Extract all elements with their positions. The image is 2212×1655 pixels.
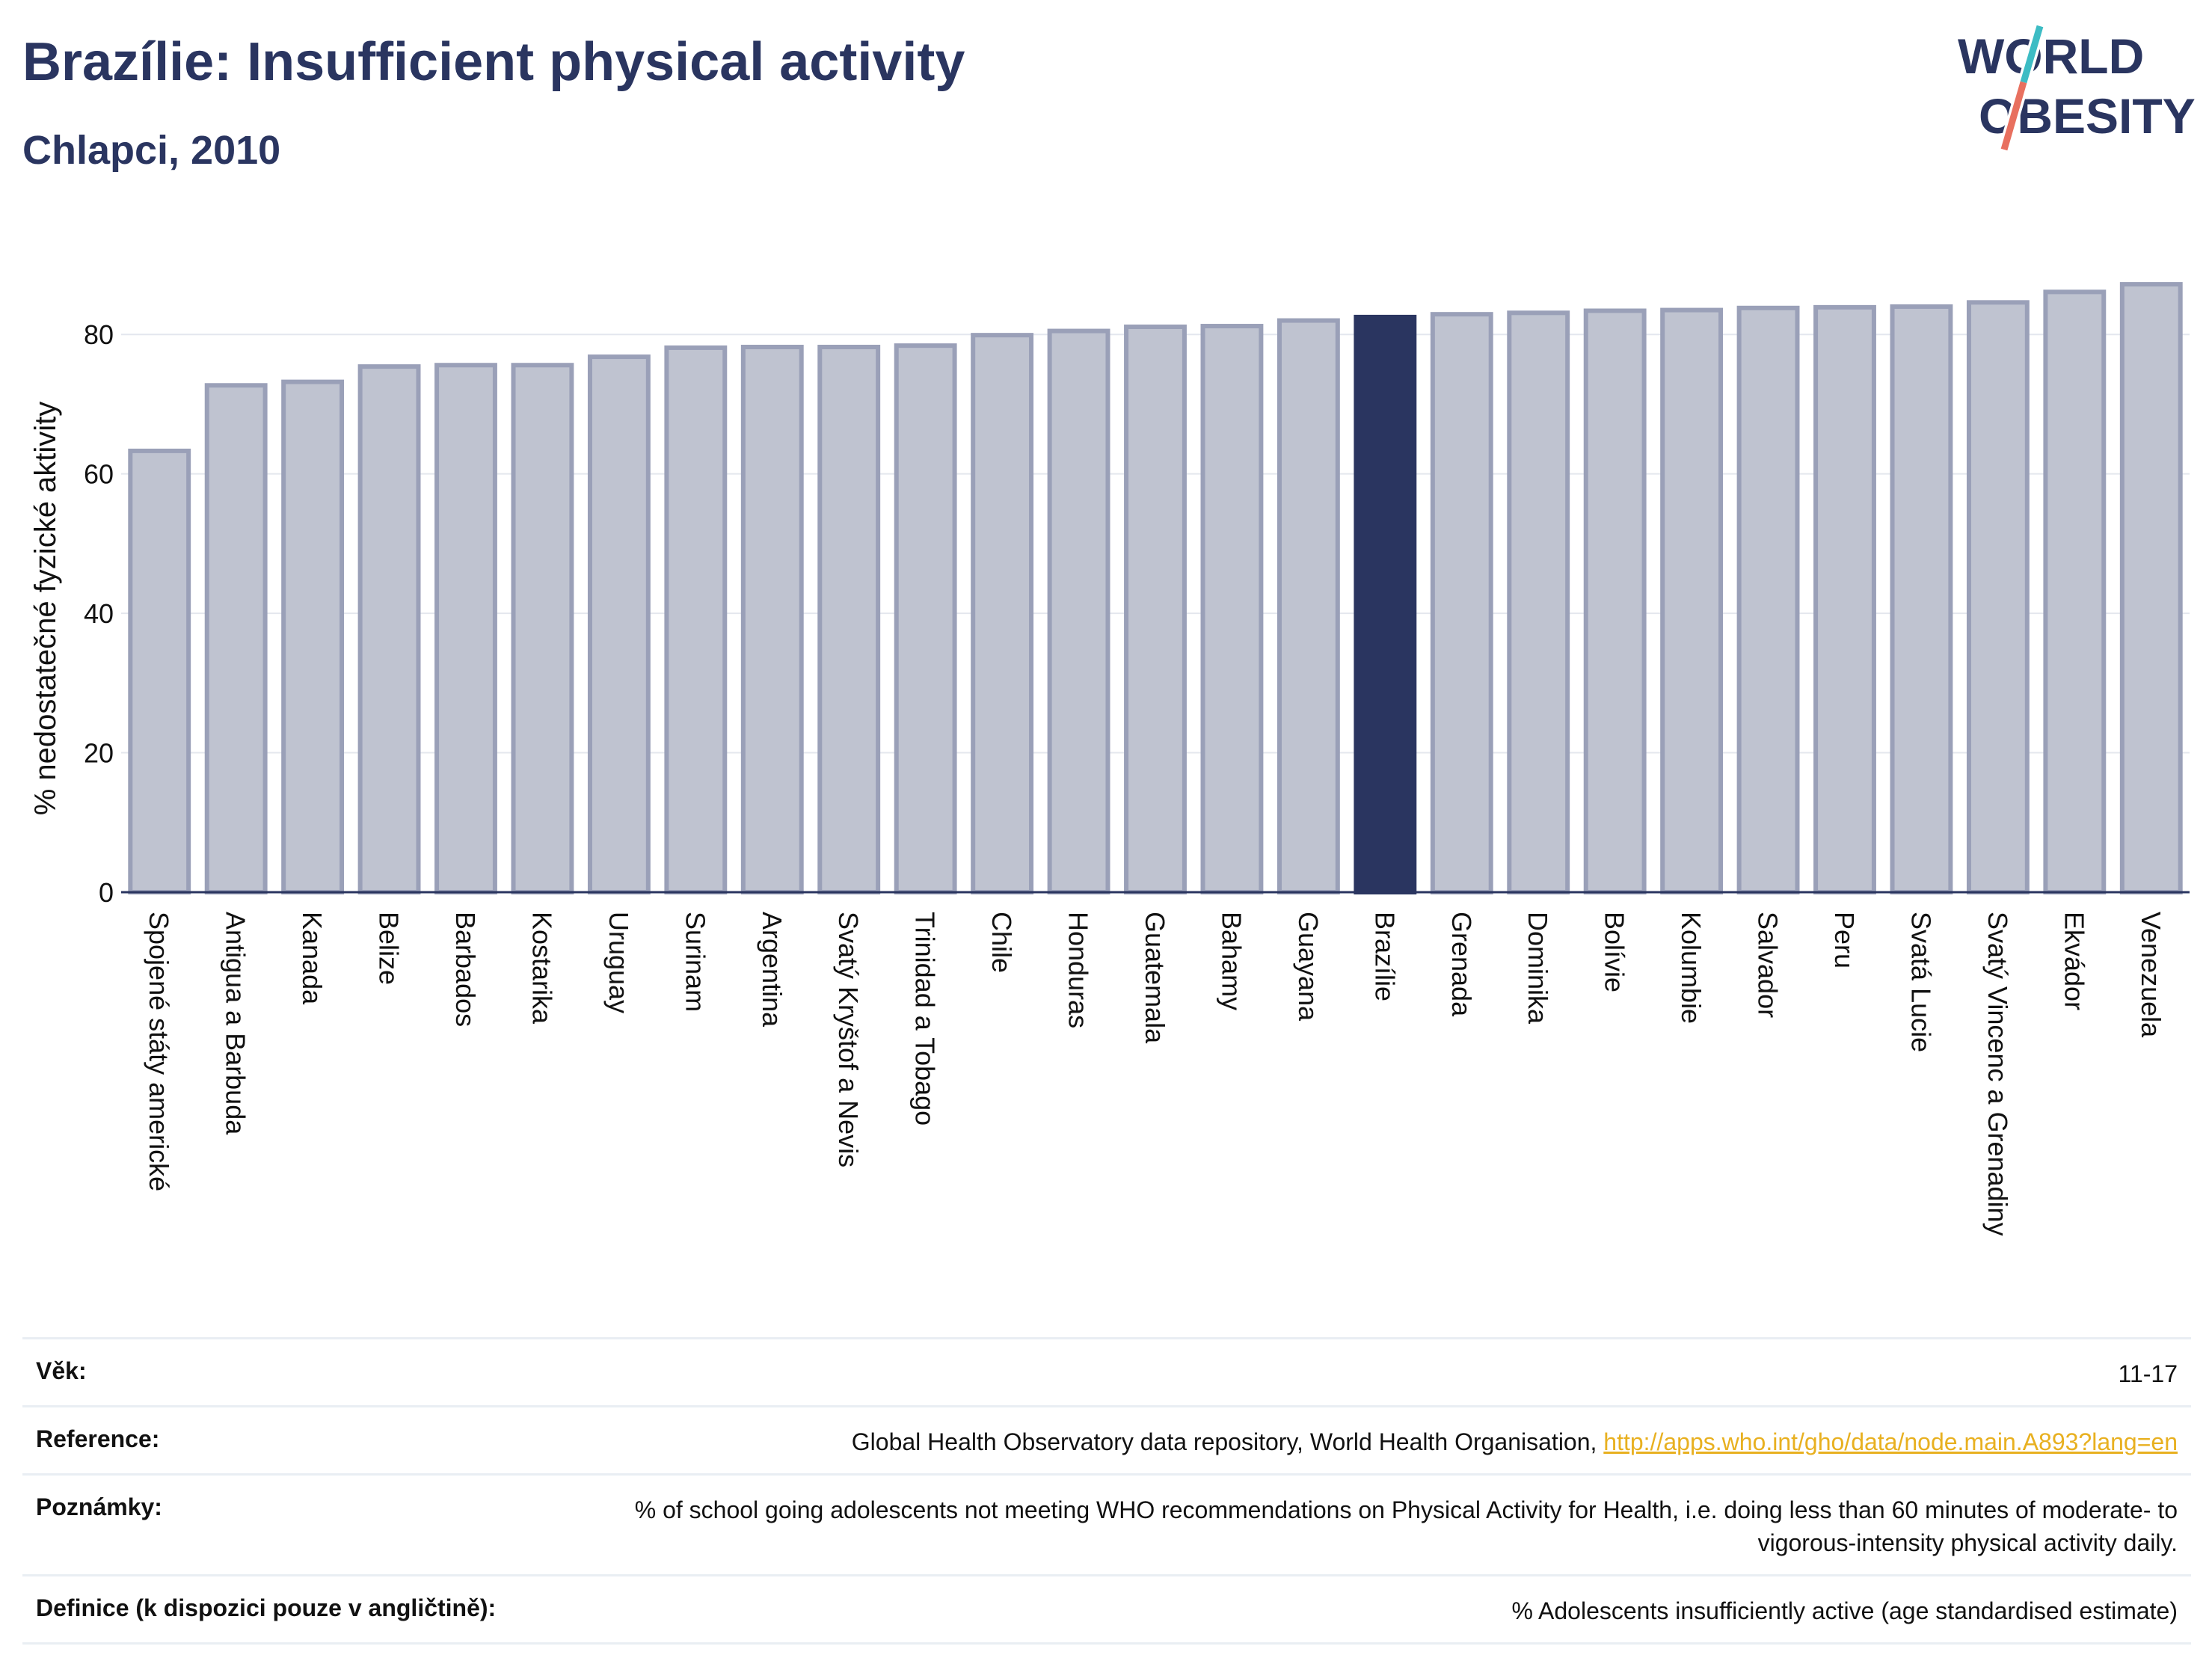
bar (894, 343, 957, 895)
bar (1890, 304, 1953, 894)
x-tick-label: Guatemala (1140, 912, 1170, 1044)
x-tick-label: Kostarika (526, 912, 557, 1025)
bar (664, 345, 728, 894)
age-value: 11-17 (2118, 1360, 2178, 1387)
bar (128, 448, 191, 894)
x-tick-label: Uruguay (603, 912, 634, 1013)
bar (2043, 289, 2107, 894)
x-tick-label: Antigua a Barbuda (221, 912, 251, 1135)
y-axis-title: % nedostatečné fyzické aktivity (29, 402, 62, 816)
y-axis-ticks: 0 20 40 60 80 (84, 319, 114, 908)
reference-label: Reference: (36, 1425, 160, 1452)
bar (1047, 328, 1110, 895)
bar (357, 364, 421, 895)
bar (204, 383, 268, 895)
bar (2119, 282, 2183, 894)
age-label: Věk: (36, 1357, 87, 1384)
x-tick-label: Dominika (1523, 912, 1553, 1025)
y-tick-label: 80 (84, 319, 114, 350)
bar (971, 333, 1034, 895)
x-tick-label: Spojené státy americké (144, 912, 174, 1191)
y-tick-label: 20 (84, 738, 114, 769)
x-tick-label: Barbados (450, 912, 481, 1027)
definition-label: Definice (k dispozici pouze v angličtině… (36, 1594, 497, 1621)
bar (1507, 310, 1570, 895)
bar (1200, 324, 1264, 894)
bar (1660, 307, 1724, 895)
bar (740, 345, 804, 895)
bar-chart: 0 20 40 60 80 Spojené státy americké Antigua … (29, 282, 2190, 1236)
bars (128, 282, 2183, 895)
bar (817, 345, 881, 895)
bar (587, 354, 651, 894)
chart-subtitle: Chlapci, 2010 (22, 128, 281, 173)
notes-label: Poznámky: (36, 1493, 162, 1520)
x-tick-label: Kanada (297, 912, 328, 1005)
bar (1276, 318, 1340, 895)
x-tick-label: Ekvádor (2059, 912, 2089, 1010)
reference-text: Global Health Observatory data repositor… (851, 1428, 1597, 1455)
y-tick-label: 60 (84, 459, 114, 490)
x-tick-label: Argentina (757, 912, 787, 1028)
logo-slash-coral (2000, 81, 2027, 151)
bar (1124, 324, 1187, 894)
x-tick-label: Grenada (1446, 912, 1477, 1017)
x-tick-label: Svatý Kryštof a Nevis (833, 912, 864, 1167)
y-tick-label: 0 (99, 877, 114, 908)
x-tick-label: Svatá Lucie (1905, 912, 1936, 1052)
info-row-age: Věk: 11-17 (22, 1337, 2191, 1405)
definition-value: % Adolescents insufficiently active (age… (1511, 1597, 2178, 1624)
notes-value: % of school going adolescents not meetin… (634, 1496, 2178, 1556)
reference-value: Global Health Observatory data repositor… (852, 1425, 2178, 1458)
x-tick-label: Honduras (1063, 912, 1094, 1028)
x-tick-label: Salvador (1753, 912, 1784, 1018)
bar (1583, 308, 1647, 894)
x-tick-label: Belize (374, 912, 405, 985)
logo-slash-teal (2020, 25, 2044, 84)
bar (511, 363, 574, 895)
bar (1813, 304, 1876, 895)
bar (434, 363, 497, 895)
x-tick-label: Kolumbie (1676, 912, 1706, 1024)
chart-title: Brazílie: Insufficient physical activity (22, 32, 965, 92)
x-tick-label: Peru (1829, 912, 1860, 968)
bar (1354, 314, 1417, 894)
world-obesity-logo: WORLD OBESITY (1958, 24, 2196, 152)
info-row-notes: Poznámky: % of school going adolescents … (22, 1473, 2191, 1574)
x-tick-label: Venezuela (2136, 912, 2166, 1038)
logo-line1: WORLD (1958, 28, 2144, 84)
y-tick-label: 40 (84, 598, 114, 629)
info-table: Věk: 11-17 Reference: Global Health Obse… (22, 1337, 2191, 1645)
info-row-definition: Definice (k dispozici pouze v angličtině… (22, 1574, 2191, 1645)
x-tick-label: Bahamy (1216, 912, 1247, 1010)
x-tick-label: Bolívie (1600, 912, 1630, 992)
x-tick-label: Chile (986, 912, 1017, 973)
x-tick-label: Trinidad a Tobago (910, 912, 941, 1126)
x-tick-label: Brazílie (1369, 912, 1400, 1001)
info-row-reference: Reference: Global Health Observatory dat… (22, 1405, 2191, 1473)
reference-link[interactable]: http://apps.who.int/gho/data/node.main.A… (1603, 1428, 2178, 1455)
x-axis-labels: Spojené státy americké Antigua a Barbuda K… (144, 912, 2166, 1236)
x-tick-label: Surinam (680, 912, 710, 1012)
bar (1736, 305, 1800, 894)
bar (1966, 300, 2030, 894)
bar (281, 379, 345, 894)
x-tick-label: Svatý Vincenc a Grenadiny (1982, 912, 2013, 1236)
x-tick-label: Guayana (1293, 912, 1324, 1022)
bar (1430, 312, 1493, 894)
